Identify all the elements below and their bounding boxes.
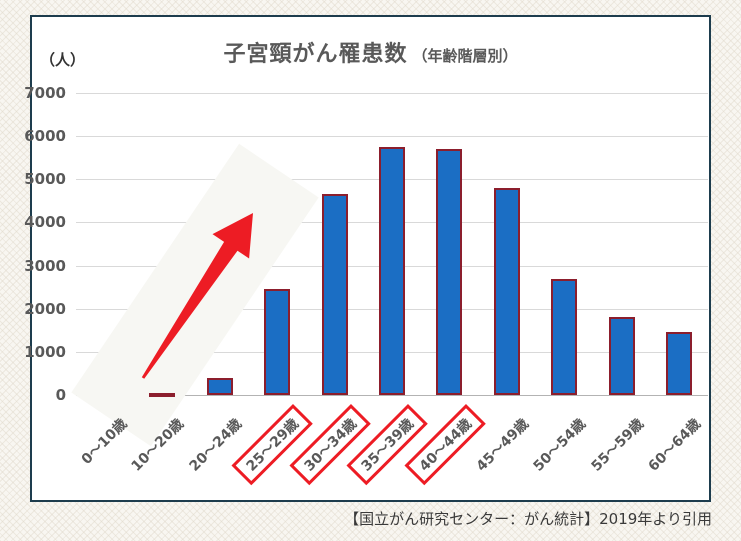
bar-40〜44歳 [436, 149, 463, 395]
bar-35〜39歳 [379, 147, 405, 395]
y-axis-tick-label: 6000 [24, 127, 66, 146]
y-axis-tick-label: 2000 [24, 299, 66, 318]
trend-arrow-shape [141, 213, 253, 379]
chart-subtitle-text: （年齢階層別） [412, 47, 518, 65]
y-axis-tick-label: 4000 [24, 213, 66, 232]
gridline [76, 93, 708, 94]
trend-up-arrow-icon [141, 213, 253, 379]
y-axis-tick-label: 3000 [24, 256, 66, 275]
chart-title-text: 子宮頸がん罹患数 [223, 42, 408, 67]
y-axis-tick-label: 0 [55, 386, 66, 404]
bar-10〜20歳 [149, 393, 176, 397]
source-citation: 【国立がん研究センター：がん統計】2019年より引用 [344, 510, 712, 528]
bar-55〜59歳 [608, 317, 635, 395]
bar-20〜24歳 [206, 378, 233, 395]
bar-30〜34歳 [321, 194, 348, 395]
y-axis-tick-label: 1000 [24, 342, 66, 361]
bar-45〜49歳 [493, 188, 520, 395]
gridline [76, 136, 708, 138]
bar-60〜64歳 [666, 332, 693, 395]
chart-title: 子宮頸がん罹患数 （年齢階層別） [30, 36, 711, 68]
bar-25〜29歳 [264, 289, 291, 395]
y-axis-tick-label: 7000 [24, 84, 66, 102]
y-axis-unit-label: （人） [40, 51, 86, 69]
x-axis-line [76, 395, 708, 396]
y-axis-tick-label: 5000 [24, 170, 66, 189]
bar-50〜54歳 [551, 279, 578, 395]
